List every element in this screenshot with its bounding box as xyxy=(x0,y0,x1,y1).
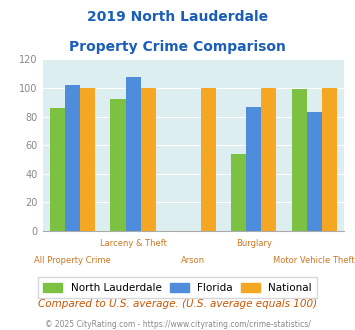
Bar xyxy=(80,88,95,231)
Text: Motor Vehicle Theft: Motor Vehicle Theft xyxy=(273,256,355,265)
Text: Larceny & Theft: Larceny & Theft xyxy=(100,239,166,248)
Text: Compared to U.S. average. (U.S. average equals 100): Compared to U.S. average. (U.S. average … xyxy=(38,299,317,309)
Bar xyxy=(126,77,141,231)
Text: Property Crime Comparison: Property Crime Comparison xyxy=(69,40,286,53)
Bar xyxy=(322,88,337,231)
Bar xyxy=(231,154,246,231)
Text: All Property Crime: All Property Crime xyxy=(34,256,111,265)
Bar xyxy=(201,88,216,231)
Bar xyxy=(291,89,307,231)
Text: Arson: Arson xyxy=(181,256,206,265)
Bar xyxy=(261,88,277,231)
Legend: North Lauderdale, Florida, National: North Lauderdale, Florida, National xyxy=(38,278,317,298)
Text: 2019 North Lauderdale: 2019 North Lauderdale xyxy=(87,10,268,24)
Bar xyxy=(246,107,261,231)
Bar xyxy=(50,108,65,231)
Bar xyxy=(307,112,322,231)
Bar xyxy=(141,88,156,231)
Text: © 2025 CityRating.com - https://www.cityrating.com/crime-statistics/: © 2025 CityRating.com - https://www.city… xyxy=(45,320,310,329)
Bar xyxy=(65,85,80,231)
Text: Burglary: Burglary xyxy=(236,239,272,248)
Bar xyxy=(110,99,126,231)
